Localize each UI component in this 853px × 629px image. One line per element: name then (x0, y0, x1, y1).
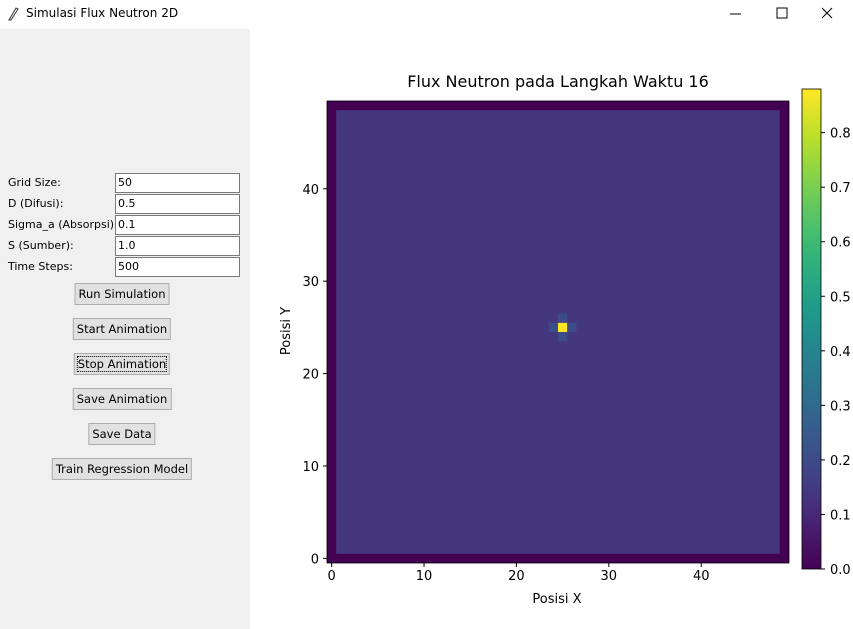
flux-cell (558, 313, 568, 323)
text-entry[interactable]: 50 (115, 173, 240, 193)
boundary-cells (327, 101, 789, 563)
text-entry[interactable]: 1.0 (115, 236, 240, 256)
field-label: Time Steps: (8, 260, 73, 273)
field-label: Grid Size: (8, 176, 61, 189)
colorbar-tick-label: 0.4 (830, 345, 851, 360)
x-tick-label: 40 (693, 569, 710, 584)
y-tick-label: 20 (302, 368, 319, 383)
flux-cell (558, 322, 568, 332)
colorbar-tick-label: 0.0 (830, 563, 851, 578)
button[interactable]: Run Simulation (74, 283, 170, 305)
colorbar (801, 88, 822, 570)
maximize-button[interactable] (776, 7, 788, 19)
title-bar: Simulasi Flux Neutron 2D (0, 0, 853, 29)
button-label: Save Data (92, 427, 152, 441)
y-tick-label: 30 (302, 275, 319, 290)
button-label: Start Animation (76, 322, 168, 336)
colorbar-tick-label: 0.5 (830, 290, 851, 305)
text-entry[interactable]: 0.1 (115, 215, 240, 235)
x-tick-label: 30 (601, 569, 618, 584)
y-tick-label: 10 (302, 460, 319, 475)
plot-title: Flux Neutron pada Langkah Waktu 16 (407, 72, 709, 91)
colorbar-tick-label: 0.6 (830, 236, 851, 251)
button-label: Stop Animation (76, 356, 168, 372)
window-title: Simulasi Flux Neutron 2D (26, 6, 179, 20)
flux-cell (567, 322, 577, 332)
text-entry[interactable]: 500 (115, 257, 240, 277)
flux-cell (558, 332, 568, 342)
x-tick-label: 10 (416, 569, 433, 584)
x-axis-label: Posisi X (532, 592, 581, 607)
plot-frame (326, 100, 790, 564)
button[interactable]: Start Animation (72, 318, 172, 340)
colorbar-tick-label: 0.1 (830, 508, 851, 523)
text-entry[interactable]: 0.5 (115, 194, 240, 214)
interior-cells (336, 110, 780, 554)
y-axis-label: Posisi Y (279, 307, 294, 355)
flux-cell (548, 322, 558, 332)
colorbar-tick-label: 0.3 (830, 399, 851, 414)
button-label: Run Simulation (78, 287, 166, 301)
y-tick-label: 0 (311, 552, 319, 567)
window-controls (730, 7, 833, 19)
button[interactable]: Save Data (88, 423, 156, 445)
app-icon (8, 7, 19, 21)
field-label: Sigma_a (Absorpsi): (8, 218, 118, 231)
colorbar-tick-label: 0.2 (830, 454, 851, 469)
y-tick-label: 40 (302, 183, 319, 198)
colorbar-tick-label: 0.7 (830, 181, 851, 196)
button-label: Save Animation (76, 392, 168, 406)
button[interactable]: Stop Animation (73, 353, 171, 375)
button-label: Train Regression Model (55, 462, 189, 476)
colorbar-tick-label: 0.8 (830, 127, 851, 142)
field-label: D (Difusi): (8, 197, 64, 210)
x-tick-label: 20 (508, 569, 525, 584)
button[interactable]: Train Regression Model (51, 458, 193, 480)
close-button[interactable] (821, 7, 833, 19)
field-label: S (Sumber): (8, 239, 74, 252)
x-tick-label: 0 (327, 569, 335, 584)
button[interactable]: Save Animation (72, 388, 172, 410)
